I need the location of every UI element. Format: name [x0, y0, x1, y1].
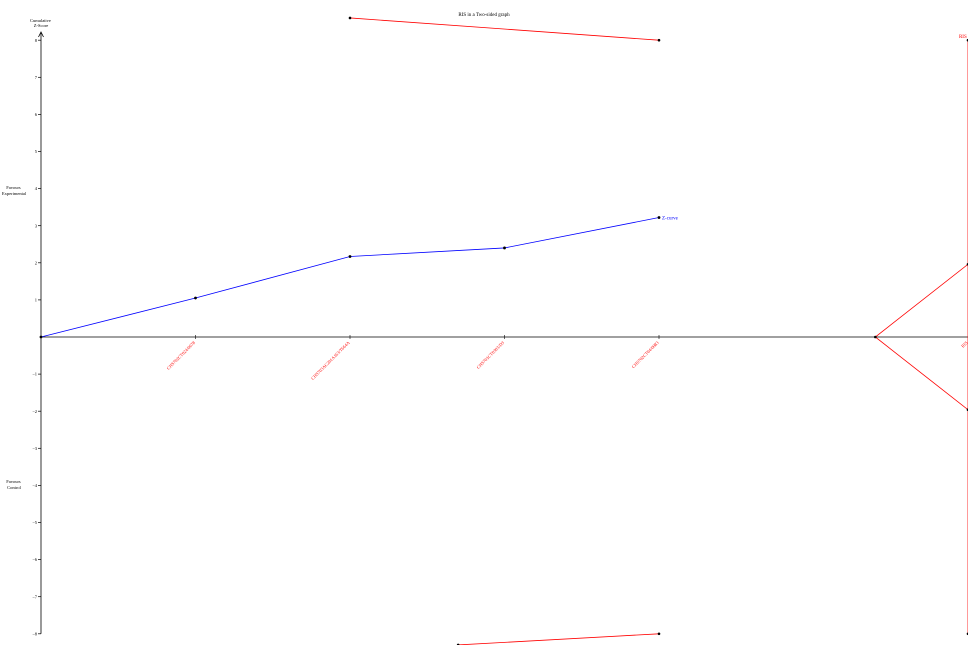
y-tick-label: 4 [35, 186, 38, 191]
y-tick-label: 2 [35, 260, 37, 265]
favours-control-label: Favours Control [6, 479, 22, 490]
boundary-point [657, 38, 661, 42]
wedge-apex-point [874, 335, 877, 339]
y-axis-label-line-1: Cumulative [30, 18, 51, 23]
boundary-line [349, 17, 660, 41]
series-group: Z-curve [39, 216, 679, 339]
z-curve-point [348, 255, 352, 258]
z-curve-point [194, 296, 197, 300]
y-tick-label: 3 [35, 223, 38, 228]
y-tick-label: 7 [35, 75, 38, 80]
chart-title: RIS in a Two-sided graph [458, 13, 510, 18]
favours-control-line-2: Control [7, 485, 22, 490]
y-tick-label: 8 [35, 38, 38, 43]
boundary-line [458, 633, 660, 645]
x-category-label: RIS [960, 340, 968, 349]
x-category-label: CHS703AC201A163/T664A [310, 340, 351, 381]
y-axis-arrow [38, 31, 44, 38]
y-tick-label: 6 [35, 112, 38, 117]
y-tick-label: −4 [32, 483, 38, 488]
y-tick-label: −3 [32, 446, 38, 451]
boundary-point [657, 632, 661, 636]
x-category-label: CHS701CT0303/D3 [475, 340, 505, 370]
ris-label: RIS = 15 [959, 35, 968, 40]
boundary-point [348, 16, 352, 20]
y-tick-label: −6 [32, 557, 38, 562]
z-curve-point [503, 246, 506, 250]
y-tick-label: −5 [32, 520, 38, 525]
y-tick-label: −2 [32, 409, 37, 414]
y-tick-label: −8 [32, 631, 38, 636]
z-curve-point [657, 216, 661, 219]
y-tick-label: 1 [35, 298, 37, 303]
y-tick-label: −7 [32, 594, 38, 599]
ris-group: RIS = 15 [874, 35, 968, 636]
z-curve-line [40, 217, 660, 338]
z-curve-label: Z-curve [662, 216, 679, 221]
y-axis-label-line-2: Z-Score [34, 23, 49, 28]
favours-experimental-label: Favours Experimental [2, 185, 27, 196]
axes-group: −8 −7 −6 −5 −4 −3 −2 −1 1 2 3 4 5 6 7 8 CHS702CT024/0678… [32, 31, 968, 636]
x-category-label: CHS702CT04/0083 [631, 340, 661, 370]
x-category-label: CHS702CT024/0678 [166, 340, 197, 371]
y-tick-label: 5 [35, 149, 38, 154]
y-tick-label: −1 [32, 372, 37, 377]
boundaries-group [348, 16, 661, 645]
favours-experimental-line-1: Favours [6, 185, 21, 190]
favours-control-line-1: Favours [6, 479, 21, 484]
y-axis-label: Cumulative Z-Score [30, 18, 52, 28]
favours-experimental-line-2: Experimental [2, 191, 27, 196]
z-curve-point [39, 335, 43, 339]
